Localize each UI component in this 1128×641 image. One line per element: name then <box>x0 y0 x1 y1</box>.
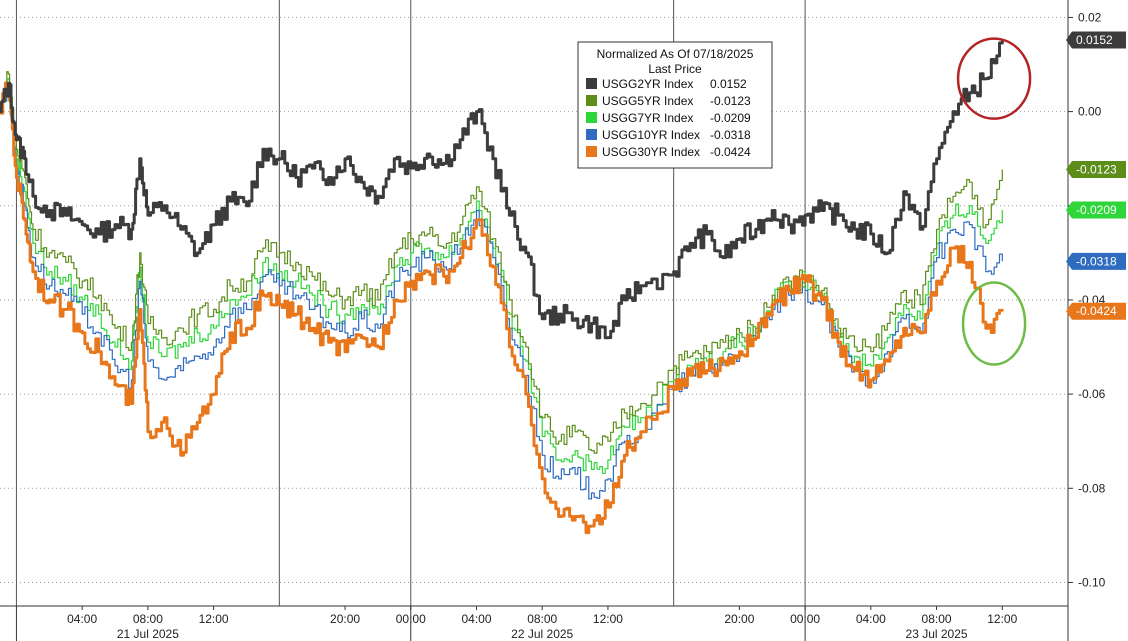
series-line-usgg10yr-index <box>0 82 1003 500</box>
last-value-tag <box>1066 31 1126 49</box>
x-tick-label: 12:00 <box>199 612 229 626</box>
x-tick-label: 08:00 <box>527 612 557 626</box>
last-value-label: -0.0123 <box>1076 163 1117 177</box>
day-label: 21 Jul 2025 <box>117 627 179 641</box>
y-tick-label: 0.00 <box>1078 105 1102 119</box>
x-tick-label: 08:00 <box>922 612 952 626</box>
legend-entry-name: USGG7YR Index <box>602 111 693 125</box>
legend-swatch <box>586 129 597 140</box>
last-value-tag <box>1066 252 1126 270</box>
y-tick-label: 0.02 <box>1078 10 1102 24</box>
last-value-label: -0.0209 <box>1076 203 1117 217</box>
legend-box <box>577 41 773 169</box>
day-label: 22 Jul 2025 <box>511 627 573 641</box>
legend-entry-value: -0.0424 <box>710 145 751 159</box>
legend-entry-value: 0.0152 <box>710 77 747 91</box>
legend-swatch <box>586 112 597 123</box>
x-tick-label: 04:00 <box>461 612 491 626</box>
annotations <box>956 37 1032 366</box>
annotation-circle <box>956 37 1032 120</box>
day-label: 23 Jul 2025 <box>906 627 968 641</box>
series-line-usgg2yr-index <box>0 40 1004 340</box>
legend-swatch <box>586 146 597 157</box>
legend-entry-value: -0.0318 <box>710 128 751 142</box>
legend-swatch <box>586 95 597 106</box>
legend-entry-name: USGG2YR Index <box>602 77 693 91</box>
x-tick-label: 04:00 <box>856 612 886 626</box>
x-tick-label: 08:00 <box>133 612 163 626</box>
legend-entry-name: USGG30YR Index <box>602 145 700 159</box>
x-axis: 04:00 08:00 12:00 20:00 00:00 04:00 08:00 12:00… <box>0 605 1069 641</box>
legend-subtitle: Last Price <box>648 62 702 76</box>
last-value-tag <box>1066 161 1126 179</box>
last-value-label: 0.0152 <box>1076 33 1113 47</box>
x-tick-label: 12:00 <box>593 612 623 626</box>
legend-swatch <box>586 78 597 89</box>
legend-entry-value: -0.0123 <box>710 94 751 108</box>
y-axis: 0.020.00-0.04-0.06-0.08-0.10 <box>1067 0 1106 606</box>
last-value-label: -0.0424 <box>1076 304 1117 318</box>
legend-entry-value: -0.0209 <box>710 111 751 125</box>
y-tick-label: -0.10 <box>1078 575 1106 589</box>
series-line-usgg30yr-index <box>0 81 1004 535</box>
last-value-label: -0.0318 <box>1076 254 1117 268</box>
legend-entry-name: USGG5YR Index <box>602 94 693 108</box>
series-group <box>0 40 1004 535</box>
grid <box>0 16 1068 583</box>
legend-entry-name: USGG10YR Index <box>602 128 700 142</box>
last-value-tags: 0.0152 -0.0123 -0.0209 -0.0318 -0.0424 <box>1066 31 1126 320</box>
legend-title: Normalized As Of 07/18/2025 <box>597 47 754 61</box>
annotation-circle <box>961 281 1027 366</box>
y-tick-label: -0.08 <box>1078 481 1106 495</box>
series-line-usgg5yr-index <box>0 71 1003 454</box>
last-value-tag <box>1066 302 1126 320</box>
x-tick-label: 04:00 <box>67 612 97 626</box>
x-tick-label: 12:00 <box>987 612 1017 626</box>
x-tick-label: 20:00 <box>724 612 754 626</box>
x-tick-label: 20:00 <box>330 612 360 626</box>
y-tick-label: -0.06 <box>1078 387 1106 401</box>
last-value-tag <box>1066 201 1126 219</box>
